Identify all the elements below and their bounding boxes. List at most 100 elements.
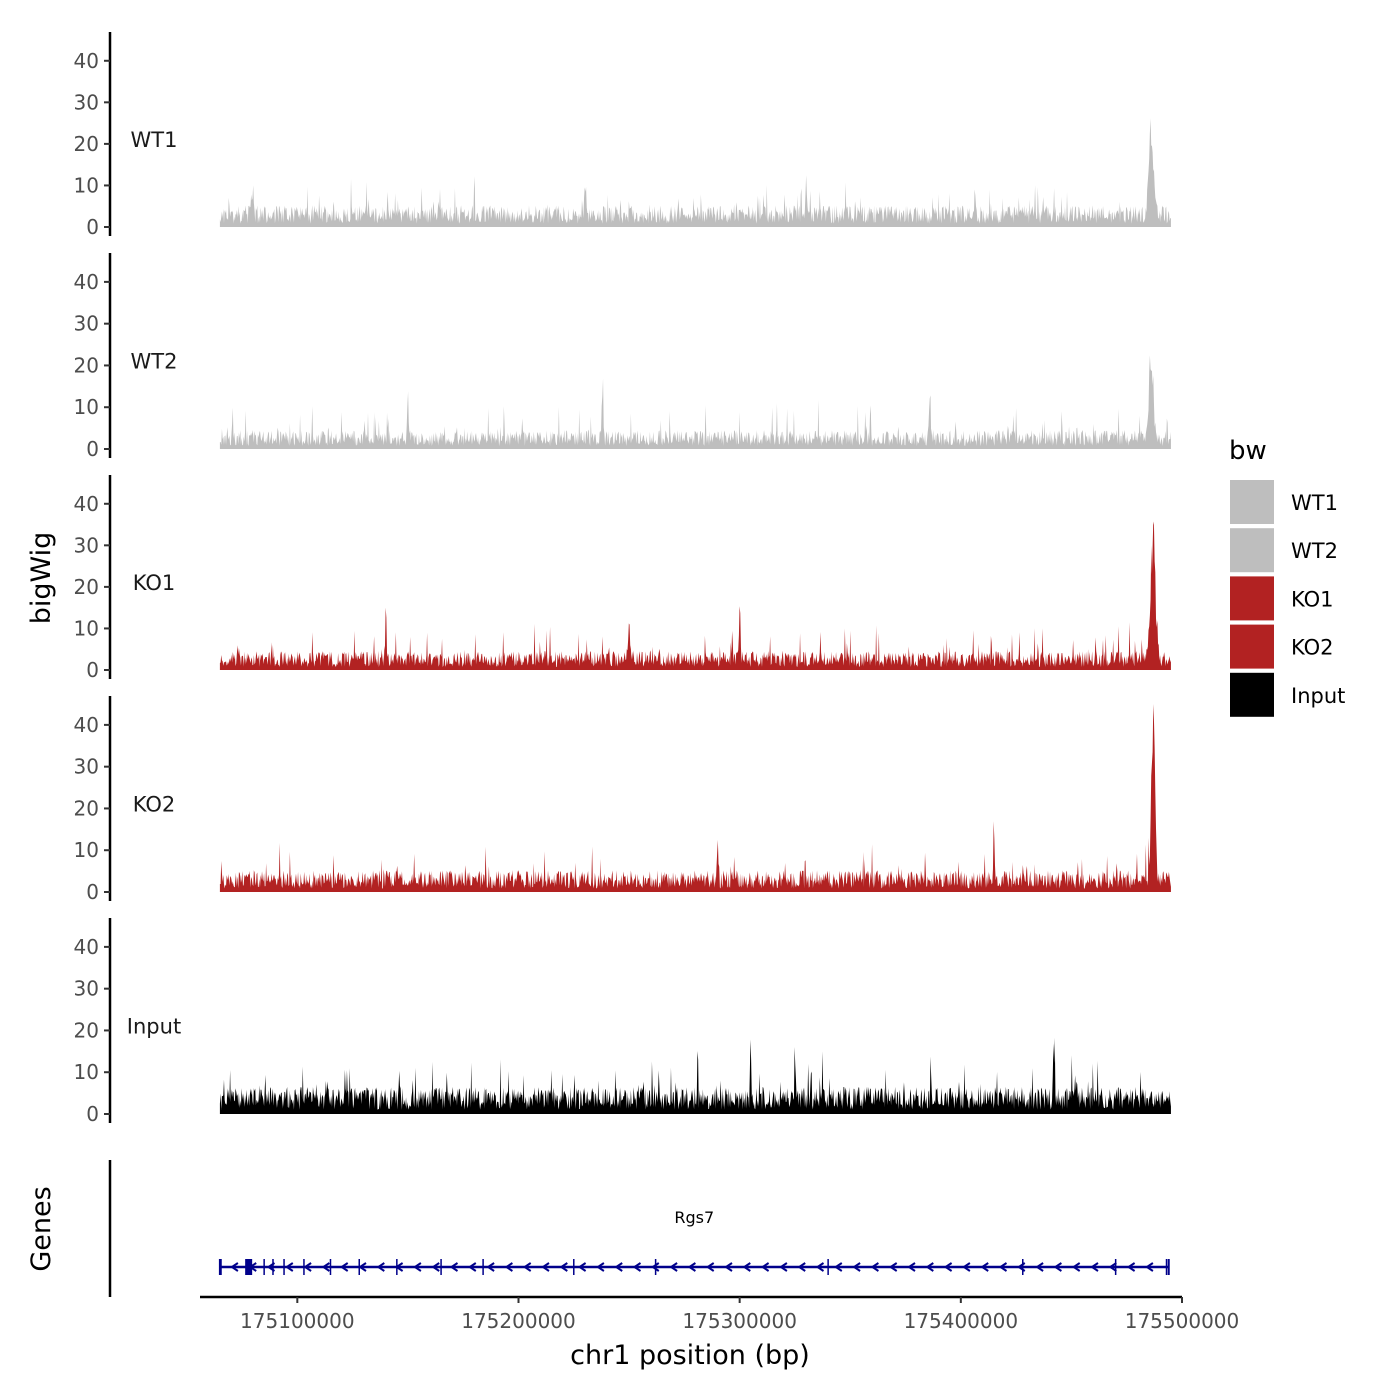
signal-area-ko1 [219, 521, 1171, 670]
exon [263, 1259, 265, 1275]
y-tick-label: 0 [86, 658, 99, 682]
x-axis: 175100000 175200000 175300000 175400000 1755… [200, 1295, 1240, 1333]
strand-arrow [1035, 1262, 1044, 1272]
exon [358, 1259, 360, 1275]
strand-arrow [687, 1262, 696, 1272]
genes-track-title: Genes [26, 1186, 57, 1271]
track-input: 0 10 20 30 40 Input [74, 918, 1171, 1126]
strand-arrow [724, 1262, 733, 1272]
y-tick-label: 10 [74, 1060, 99, 1084]
exon [1022, 1259, 1024, 1275]
strand-arrow [431, 1262, 440, 1272]
strand-arrow [797, 1262, 806, 1272]
strand-arrow [285, 1262, 294, 1272]
strand-arrow [925, 1262, 934, 1272]
y-tick-label: 30 [74, 755, 99, 779]
y-tick-label: 30 [74, 90, 99, 114]
strand-arrow [1126, 1262, 1136, 1272]
exon [220, 1259, 222, 1275]
exon [283, 1259, 285, 1275]
legend: bw WT1 WT2 KO1 KO2 Input [1229, 436, 1345, 717]
signal-area-ko2 [219, 704, 1171, 892]
legend-key-input [1230, 672, 1274, 717]
strand-arrow [998, 1262, 1008, 1272]
strand-arrow [449, 1262, 459, 1272]
y-tick-label: 40 [74, 935, 99, 959]
y-tick-label: 40 [74, 492, 99, 516]
strand-arrow [980, 1262, 989, 1272]
strand-arrow [577, 1262, 587, 1272]
y-tick-label: 40 [74, 270, 99, 294]
strand-arrow [1053, 1262, 1062, 1272]
strand-arrow [870, 1262, 879, 1272]
y-tick-label: 20 [74, 1018, 99, 1042]
track-label-ko2: KO2 [133, 792, 176, 816]
y-tick-label: 10 [74, 616, 99, 640]
strand-arrow [596, 1262, 605, 1272]
strand-arrow [1145, 1262, 1154, 1272]
legend-label-ko1: KO1 [1291, 587, 1334, 611]
track-wt1: 0 10 20 30 40 WT1 [74, 32, 1171, 239]
strand-arrow [559, 1262, 568, 1272]
x-axis-title: chr1 position (bp) [570, 1340, 810, 1371]
strand-arrow [705, 1262, 715, 1272]
legend-label-wt2: WT2 [1291, 539, 1338, 563]
exon [654, 1259, 657, 1275]
strand-arrow [522, 1262, 532, 1272]
track-label-ko1: KO1 [133, 571, 176, 595]
signal-area-input [219, 1037, 1171, 1114]
exon [482, 1259, 484, 1275]
track-ko1: 0 10 20 30 40 KO1 [74, 475, 1171, 682]
legend-label-input: Input [1291, 684, 1345, 708]
strand-arrow [760, 1262, 770, 1272]
exon [1165, 1259, 1168, 1275]
strand-arrow [413, 1262, 422, 1272]
strand-arrow [669, 1262, 678, 1272]
track-wt2: 0 10 20 30 40 WT2 [74, 253, 1171, 461]
y-axis-title: bigWig [26, 532, 57, 625]
strand-arrow [962, 1262, 971, 1272]
y-tick-label: 0 [86, 880, 99, 904]
exon [329, 1259, 332, 1275]
y-tick-label: 20 [74, 575, 99, 599]
y-tick-label: 0 [86, 437, 99, 461]
x-tick-label: 175500000 [1125, 1309, 1240, 1333]
exon [573, 1259, 575, 1275]
strand-arrow [834, 1262, 843, 1272]
x-tick-label: 175200000 [461, 1309, 576, 1333]
gene-name-label: Rgs7 [674, 1208, 714, 1227]
track-label-input: Input [127, 1014, 181, 1038]
strand-arrow [943, 1262, 953, 1272]
strand-arrow [468, 1262, 477, 1272]
strand-arrow [1108, 1262, 1117, 1272]
exon [245, 1259, 253, 1275]
strand-arrow [230, 1262, 239, 1272]
exon [250, 1259, 252, 1275]
signal-area-wt2 [219, 355, 1171, 449]
legend-label-wt1: WT1 [1291, 491, 1338, 515]
track-ko2: 0 10 20 30 40 KO2 [74, 696, 1171, 904]
strand-arrow [504, 1262, 513, 1272]
strand-arrow [376, 1262, 385, 1272]
y-tick-label: 30 [74, 533, 99, 557]
strand-arrow [614, 1262, 623, 1272]
exon [440, 1259, 442, 1275]
y-tick-label: 10 [74, 838, 99, 862]
exon [303, 1259, 305, 1275]
y-tick-label: 20 [74, 132, 99, 156]
y-tick-label: 40 [74, 49, 99, 73]
y-tick-label: 0 [86, 215, 99, 239]
exon [396, 1259, 398, 1275]
y-tick-label: 20 [74, 353, 99, 377]
strand-arrow [303, 1262, 312, 1272]
y-tick-label: 30 [74, 977, 99, 1001]
x-tick-label: 175300000 [682, 1309, 797, 1333]
signal-tracks: 0 10 20 30 40 WT1 0 10 20 30 40 WT2 0 10 20 30 40 KO1 0 10 2… [74, 32, 1171, 1126]
legend-title: bw [1229, 436, 1267, 466]
y-tick-label: 10 [74, 173, 99, 197]
strand-arrow [339, 1262, 349, 1272]
strand-arrow [486, 1262, 495, 1272]
strand-arrow [907, 1262, 916, 1272]
strand-arrow [358, 1262, 367, 1272]
